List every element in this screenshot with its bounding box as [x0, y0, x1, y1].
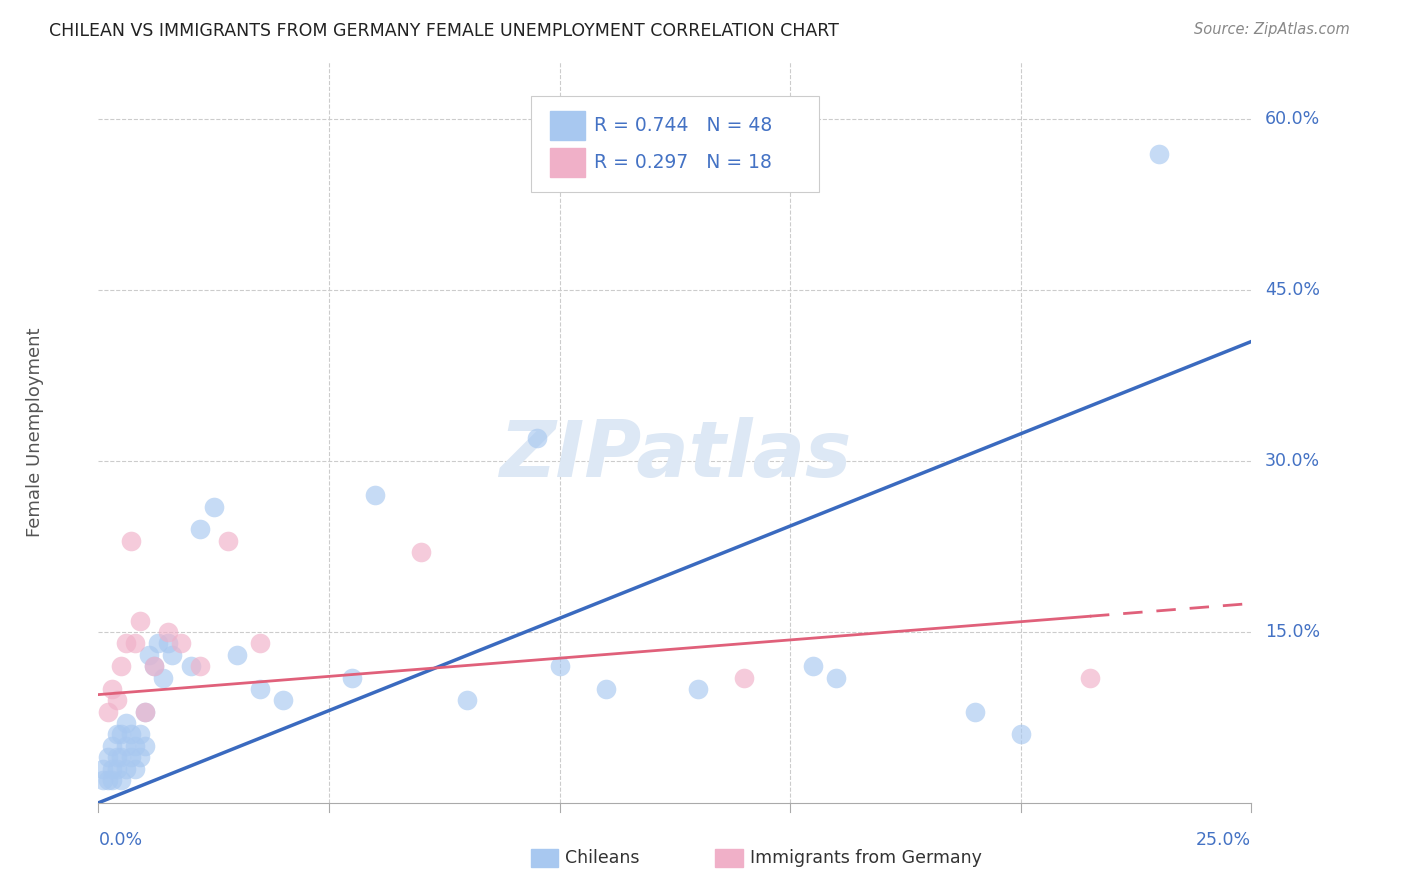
Point [249, 681, 271, 696]
Point [124, 636, 146, 650]
Point [110, 727, 132, 741]
Point [160, 648, 183, 662]
Point [364, 488, 387, 502]
Point [801, 659, 824, 673]
Point [110, 750, 132, 764]
FancyBboxPatch shape [531, 95, 820, 192]
Point [129, 614, 152, 628]
Point [134, 705, 156, 719]
Point [115, 762, 138, 776]
Text: 25.0%: 25.0% [1197, 831, 1251, 849]
Point [115, 716, 138, 731]
Point [733, 671, 755, 685]
Point [411, 545, 433, 559]
Point [91, 772, 114, 787]
Point [156, 636, 179, 650]
Text: 60.0%: 60.0% [1265, 111, 1320, 128]
Point [142, 659, 165, 673]
Point [129, 750, 152, 764]
Point [110, 659, 132, 673]
Point [271, 693, 294, 707]
Point [152, 671, 174, 685]
Text: Source: ZipAtlas.com: Source: ZipAtlas.com [1194, 22, 1350, 37]
Text: 45.0%: 45.0% [1265, 281, 1320, 299]
Text: CHILEAN VS IMMIGRANTS FROM GERMANY FEMALE UNEMPLOYMENT CORRELATION CHART: CHILEAN VS IMMIGRANTS FROM GERMANY FEMAL… [49, 22, 839, 40]
Point [110, 772, 132, 787]
Point [91, 762, 114, 776]
Point [526, 431, 548, 445]
Text: R = 0.297   N = 18: R = 0.297 N = 18 [595, 153, 772, 172]
Point [105, 750, 128, 764]
Point [142, 659, 165, 673]
Point [115, 739, 138, 753]
Text: 0.0%: 0.0% [98, 831, 142, 849]
Point [138, 648, 160, 662]
Point [97, 772, 120, 787]
Point [97, 705, 120, 719]
Bar [531, 849, 558, 867]
Point [105, 693, 128, 707]
Point [120, 533, 142, 548]
Point [120, 750, 142, 764]
Point [105, 762, 128, 776]
Point [129, 727, 152, 741]
Point [456, 693, 478, 707]
Point [1147, 146, 1170, 161]
Point [105, 727, 128, 741]
Point [134, 705, 156, 719]
Text: 30.0%: 30.0% [1265, 452, 1320, 470]
Point [124, 762, 146, 776]
Text: Female Unemployment: Female Unemployment [25, 328, 44, 537]
Point [1010, 727, 1032, 741]
Point [120, 727, 142, 741]
Point [548, 659, 571, 673]
Point [134, 739, 156, 753]
Point [1078, 671, 1101, 685]
Point [101, 739, 124, 753]
Point [595, 681, 617, 696]
Point [686, 681, 709, 696]
Point [217, 533, 239, 548]
Point [180, 659, 202, 673]
Point [101, 762, 124, 776]
Point [101, 772, 124, 787]
Bar [716, 849, 742, 867]
Text: Chileans: Chileans [565, 849, 640, 867]
Bar [550, 147, 585, 178]
Bar [550, 111, 585, 140]
Text: R = 0.744   N = 48: R = 0.744 N = 48 [595, 116, 772, 135]
Point [188, 659, 211, 673]
Text: 15.0%: 15.0% [1265, 623, 1320, 641]
Point [124, 739, 146, 753]
Point [170, 636, 193, 650]
Text: Immigrants from Germany: Immigrants from Germany [749, 849, 981, 867]
Point [188, 523, 211, 537]
Point [115, 636, 138, 650]
Point [825, 671, 848, 685]
Point [340, 671, 363, 685]
Point [156, 624, 179, 639]
Point [225, 648, 247, 662]
Point [148, 636, 170, 650]
Point [202, 500, 225, 514]
Text: ZIPatlas: ZIPatlas [499, 417, 851, 493]
Point [963, 705, 986, 719]
Point [101, 681, 124, 696]
Point [97, 750, 120, 764]
Point [249, 636, 271, 650]
